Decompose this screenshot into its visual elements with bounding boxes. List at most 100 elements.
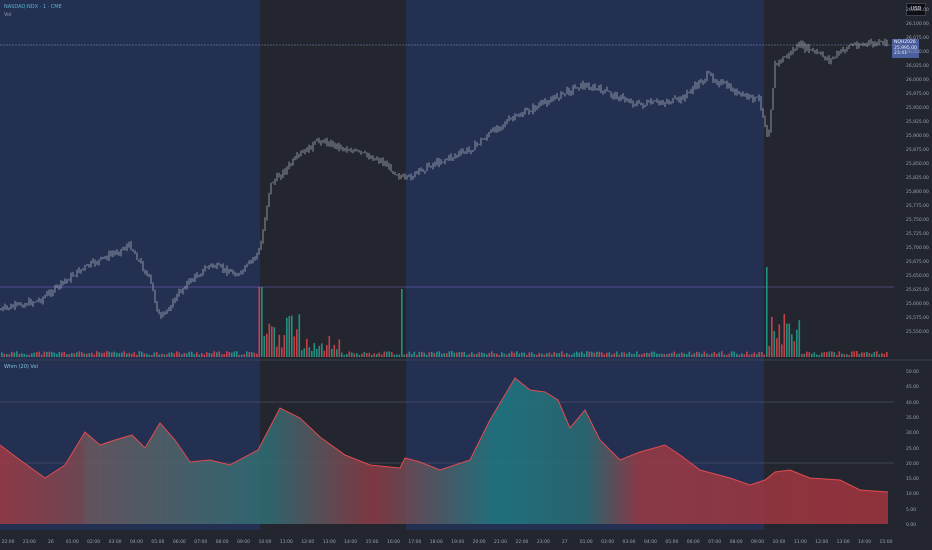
volume-bar xyxy=(176,351,178,357)
volume-bar xyxy=(618,354,621,357)
time-axis-tick: 17:00 xyxy=(408,540,422,545)
volume-bar xyxy=(151,354,153,357)
volume-bar xyxy=(66,354,68,357)
volume-bar xyxy=(676,353,678,357)
volume-bar xyxy=(356,353,358,357)
price-axis-tick: 26,050.00 xyxy=(906,50,929,55)
volume-bar xyxy=(476,353,478,357)
volume-bar xyxy=(308,347,311,357)
volume-bar xyxy=(103,352,106,357)
volume-bar xyxy=(433,353,436,357)
volume-bar xyxy=(121,352,123,357)
volume-bar xyxy=(16,351,18,357)
volume-bar xyxy=(68,354,71,357)
volume-bar xyxy=(728,353,731,357)
time-axis-tick: 01:00 xyxy=(579,540,593,545)
indicator-legend-label[interactable]: Whm (20) Vol xyxy=(4,364,38,370)
volume-bar xyxy=(686,354,688,357)
volume-bar xyxy=(256,353,258,357)
volume-bar xyxy=(293,336,296,357)
volume-bar xyxy=(576,351,578,357)
currency-button[interactable]: USD xyxy=(906,3,926,16)
volume-bar xyxy=(583,353,586,357)
volume-bar xyxy=(203,354,206,357)
volume-bar xyxy=(808,352,811,357)
volume-bar xyxy=(88,353,91,357)
indicator-axis-tick: 30.00 xyxy=(906,431,919,437)
volume-bar xyxy=(98,352,101,357)
volume-bar xyxy=(91,352,93,357)
volume-bar xyxy=(231,352,233,357)
volume-bar xyxy=(376,353,378,357)
volume-bar xyxy=(578,352,581,357)
volume-bar xyxy=(101,353,103,357)
indicator-axis-tick: 50.00 xyxy=(906,370,919,375)
time-axis-tick: 11:00 xyxy=(279,540,293,545)
volume-bar xyxy=(458,352,461,357)
volume-bar xyxy=(81,352,83,357)
volume-bar xyxy=(56,353,58,357)
volume-bar xyxy=(538,353,541,357)
volume-bar xyxy=(536,354,538,357)
volume-bar xyxy=(818,354,821,357)
time-axis-tick: 14:00 xyxy=(344,540,358,545)
volume-bar xyxy=(278,334,281,357)
volume-bar xyxy=(673,351,676,357)
volume-bar xyxy=(208,352,211,357)
price-axis-tick: 26,100.00 xyxy=(906,22,929,27)
volume-bar xyxy=(563,354,566,357)
indicator-axis-tick: 15.00 xyxy=(906,477,919,483)
volume-bar xyxy=(668,353,671,357)
volume-bar xyxy=(503,353,506,357)
volume-bar xyxy=(21,353,23,357)
volume-bar xyxy=(681,352,683,357)
volume-bar xyxy=(211,353,213,357)
volume-bar xyxy=(131,353,133,357)
time-axis-tick: 23:00 xyxy=(22,540,36,545)
volume-bar xyxy=(193,354,196,357)
volume-bar xyxy=(8,354,11,357)
volume-bar xyxy=(648,353,651,357)
volume-bar xyxy=(418,351,421,357)
volume-bar xyxy=(493,353,496,357)
volume-bar xyxy=(413,351,416,357)
volume-bar xyxy=(533,354,536,357)
volume-legend-label[interactable]: Vol xyxy=(4,12,12,18)
time-axis-tick: 15:00 xyxy=(365,540,379,545)
volume-bar xyxy=(556,353,558,357)
volume-bar xyxy=(743,354,746,357)
volume-bar xyxy=(136,354,138,357)
time-axis[interactable]: 22:00 23:00 26 01:00 02:00 03:00 04:00 05:00 06:… xyxy=(0,538,894,550)
volume-bar xyxy=(561,351,563,357)
volume-bar xyxy=(391,352,393,357)
indicator-axis-tick: 0.00 xyxy=(906,523,917,528)
volume-bar xyxy=(613,353,616,357)
symbol-title[interactable]: NASDAQ:NDX · 1 · CME xyxy=(4,4,62,10)
volume-bar xyxy=(643,353,646,357)
volume-bar xyxy=(438,351,441,357)
price-axis[interactable]: 26,125.00 26,100.00 26,075.00 26,050.00 26,0… xyxy=(894,0,932,530)
time-axis-tick: 26 xyxy=(47,540,54,545)
volume-bar xyxy=(761,351,763,357)
time-axis-tick: 07:00 xyxy=(194,540,208,545)
volume-bar xyxy=(348,351,351,357)
volume-bar xyxy=(58,351,61,357)
indicator-axis-tick: 45.00 xyxy=(906,385,919,391)
volume-bar xyxy=(631,353,633,357)
time-axis-tick: 09:00 xyxy=(237,540,251,545)
volume-bar xyxy=(526,354,528,357)
volume-bar xyxy=(283,335,286,357)
volume-bar xyxy=(258,287,261,357)
volume-bar xyxy=(516,351,518,357)
volume-bar xyxy=(543,354,546,357)
volume-bar xyxy=(128,352,131,357)
volume-bar xyxy=(161,353,163,357)
volume-bar xyxy=(453,352,456,357)
time-axis-tick: 04:00 xyxy=(130,540,143,545)
volume-bar xyxy=(96,351,98,357)
volume-bar xyxy=(78,351,81,357)
price-axis-tick: 25,800.00 xyxy=(906,190,929,195)
volume-bar xyxy=(696,351,698,357)
volume-bar xyxy=(841,353,843,357)
